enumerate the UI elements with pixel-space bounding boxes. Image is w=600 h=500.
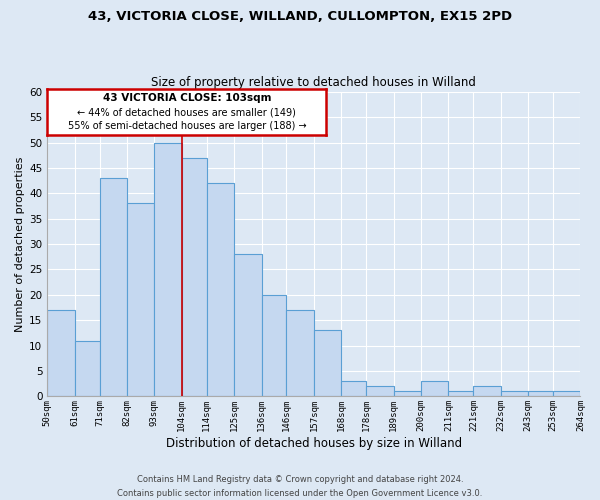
Bar (448, 392, 473, 396)
Bar (100, 178, 127, 396)
Bar (528, 392, 553, 396)
Bar (262, 295, 286, 396)
Text: 43, VICTORIA CLOSE, WILLAND, CULLOMPTON, EX15 2PD: 43, VICTORIA CLOSE, WILLAND, CULLOMPTON,… (88, 10, 512, 23)
Bar (394, 392, 421, 396)
Bar (341, 381, 366, 396)
Bar (182, 158, 207, 396)
Bar (473, 386, 501, 396)
Bar (234, 254, 262, 396)
Bar (421, 381, 448, 396)
Title: Size of property relative to detached houses in Willand: Size of property relative to detached ho… (151, 76, 476, 89)
Bar (366, 386, 394, 396)
Y-axis label: Number of detached properties: Number of detached properties (15, 156, 25, 332)
Bar (501, 392, 528, 396)
Bar (154, 142, 182, 396)
Bar (74, 340, 100, 396)
Bar (286, 310, 314, 396)
X-axis label: Distribution of detached houses by size in Willand: Distribution of detached houses by size … (166, 437, 462, 450)
Text: Contains HM Land Registry data © Crown copyright and database right 2024.
Contai: Contains HM Land Registry data © Crown c… (118, 476, 482, 498)
Bar (127, 204, 154, 396)
Bar (553, 392, 580, 396)
Bar (47, 310, 74, 396)
Bar (207, 183, 234, 396)
Bar (314, 330, 341, 396)
